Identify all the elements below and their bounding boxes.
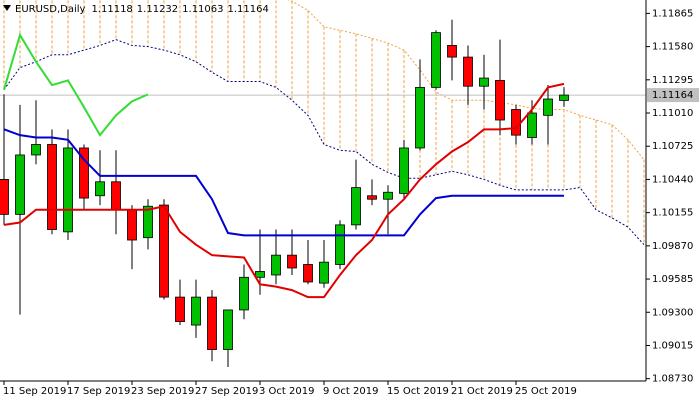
indicator-line (3, 32, 149, 137)
candle-body (511, 109, 521, 136)
x-tick-label: 9 Oct 2019 (323, 386, 378, 397)
y-tick-label: 1.10155 (652, 208, 693, 219)
chart-title: EURUSD,Daily (15, 4, 86, 15)
plot-area (0, 0, 646, 368)
y-tick-label: 1.08730 (652, 374, 693, 385)
menu-triangle[interactable] (3, 5, 11, 11)
candle-body (335, 224, 345, 265)
x-tick-label: 15 Oct 2019 (387, 386, 449, 397)
header-high: 1.11232 (137, 4, 178, 15)
y-tick-label: 1.11295 (652, 75, 693, 86)
bid-label: 1.11164 (652, 90, 693, 101)
y-tick-label: 1.11580 (652, 42, 693, 53)
candle-body (207, 296, 217, 350)
x-tick-label: 25 Oct 2019 (515, 386, 577, 397)
candle-body (383, 191, 393, 200)
indicator-line (3, 82, 565, 299)
y-tick-label: 1.11010 (652, 108, 693, 119)
x-tick-label: 17 Sep 2019 (67, 386, 130, 397)
y-tick-label: 1.09585 (652, 274, 693, 285)
candle-body (15, 154, 25, 215)
candle-body (351, 187, 361, 226)
y-tick-label: 1.10440 (652, 174, 693, 185)
candle-body (287, 254, 297, 269)
candle-body (95, 181, 105, 197)
x-tick-label: 3 Oct 2019 (259, 386, 314, 397)
x-tick-label: 11 Sep 2019 (3, 386, 66, 397)
y-tick-label: 1.09300 (652, 307, 693, 318)
candle-body (31, 144, 41, 156)
candle-body (479, 77, 489, 87)
candle-body (63, 147, 73, 233)
candle-body (431, 32, 441, 88)
candle-body (79, 147, 89, 199)
header-low: 1.11063 (182, 4, 223, 15)
header-open: 1.11118 (91, 4, 132, 15)
candle-body (559, 94, 569, 101)
candle-body (319, 261, 329, 284)
candle-body (143, 205, 153, 239)
candle-body (447, 45, 457, 58)
header-close: 1.11164 (228, 4, 269, 15)
candle-body (303, 264, 313, 283)
candle-body (415, 86, 425, 149)
candle-body (0, 179, 9, 215)
y-tick-label: 1.10725 (652, 141, 693, 152)
candle-body (191, 296, 201, 326)
bid-label-box (647, 88, 699, 103)
candle-body (271, 254, 281, 276)
candle-body (495, 79, 505, 121)
y-tick-label: 1.09870 (652, 241, 693, 252)
candle-body (127, 209, 137, 241)
y-tick-label: 1.09015 (652, 340, 693, 351)
candle-body (367, 195, 377, 200)
x-tick-label: 27 Sep 2019 (195, 386, 258, 397)
candle-body (463, 56, 473, 87)
candle-body (111, 181, 121, 211)
candle-body (159, 204, 169, 298)
candle-body (543, 98, 553, 116)
x-tick-label: 21 Oct 2019 (451, 386, 513, 397)
x-tick-label: 23 Sep 2019 (131, 386, 194, 397)
candle-body (223, 309, 233, 350)
candle-body (527, 112, 537, 138)
chart-header: EURUSD,Daily 1.11118 1.11232 1.11063 1.11164 (15, 4, 269, 15)
candle-body (255, 271, 265, 278)
candle-body (47, 144, 57, 230)
candle-body (399, 147, 409, 194)
y-tick-label: 1.11865 (652, 8, 693, 19)
candle-body (239, 276, 249, 311)
indicator-line (3, 128, 564, 237)
candle-body (175, 296, 185, 322)
